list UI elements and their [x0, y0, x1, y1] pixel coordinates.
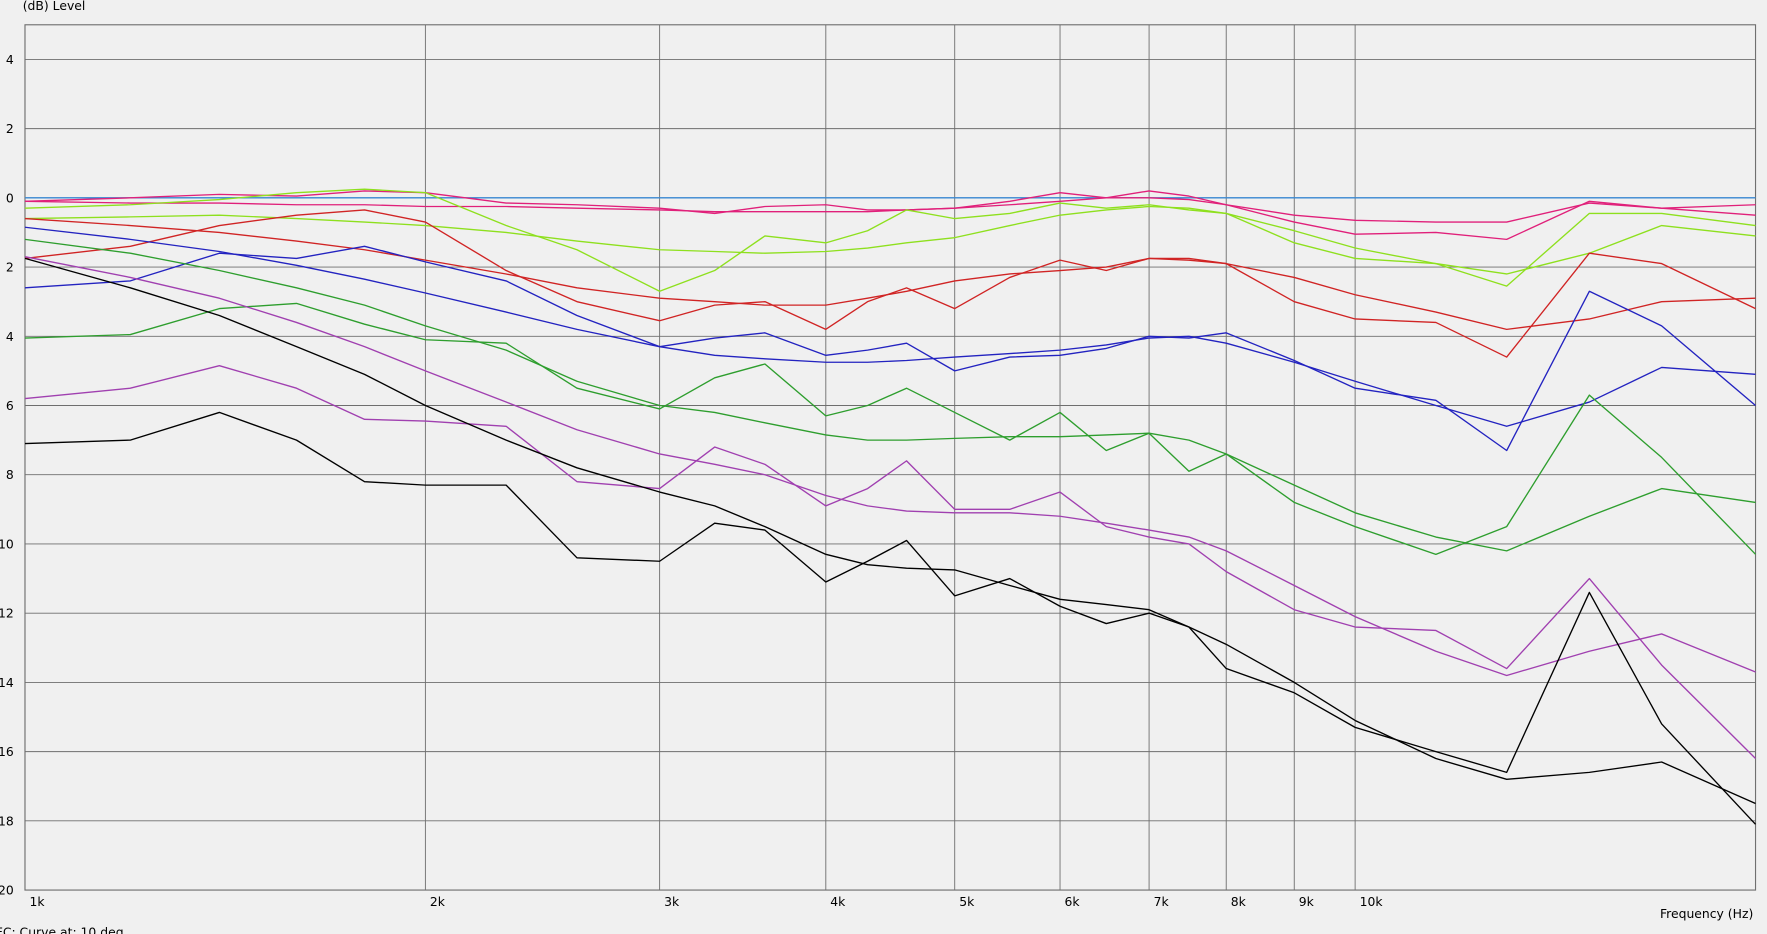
- series-line: [24, 245, 1756, 452]
- y-tick-label: 12: [0, 606, 14, 621]
- x-tick-label: 1k: [29, 894, 45, 909]
- series-line: [24, 226, 1756, 427]
- x-axis-label: Frequency (Hz): [1660, 906, 1753, 921]
- series-line: [24, 302, 1757, 556]
- y-tick-label: 6: [6, 398, 14, 413]
- y-tick-label: 2: [6, 121, 14, 136]
- y-tick-label: 10: [0, 536, 14, 551]
- series-line: [24, 205, 1756, 275]
- series-line: [24, 365, 1757, 760]
- series-line: [24, 209, 1756, 358]
- x-tick-label: 9k: [1299, 894, 1315, 909]
- x-tick-label: 4k: [830, 894, 846, 909]
- series-line: [24, 217, 1756, 331]
- x-tick-label: 5k: [959, 894, 975, 909]
- x-tick-label: 7k: [1154, 894, 1170, 909]
- plot-area: [24, 24, 1757, 891]
- caption: FC: Curve at: 10 deg: [0, 924, 124, 934]
- y-tick-label: 18: [0, 813, 14, 828]
- x-tick-label: 8k: [1231, 894, 1247, 909]
- y-tick-label: 8: [6, 467, 14, 482]
- y-axis-label: (dB) Level: [23, 0, 86, 13]
- y-tick-label: 16: [0, 744, 14, 759]
- series-line: [24, 238, 1756, 552]
- series-line: [24, 256, 1756, 677]
- series-line: [24, 188, 1756, 292]
- x-tick-label: 10k: [1360, 894, 1384, 909]
- series-line: [24, 411, 1757, 825]
- y-tick-label: 4: [6, 329, 14, 344]
- y-tick-label: 4: [6, 52, 14, 67]
- x-tick-label: 3k: [664, 894, 680, 909]
- y-tick-label: 14: [0, 675, 14, 690]
- x-tick-label: 2k: [430, 894, 446, 909]
- y-tick-label: 2: [6, 260, 14, 275]
- x-tick-label: 6k: [1065, 894, 1081, 909]
- y-tick-label: 20: [0, 883, 14, 898]
- series-line: [24, 190, 1756, 241]
- y-tick-label: 0: [6, 190, 14, 205]
